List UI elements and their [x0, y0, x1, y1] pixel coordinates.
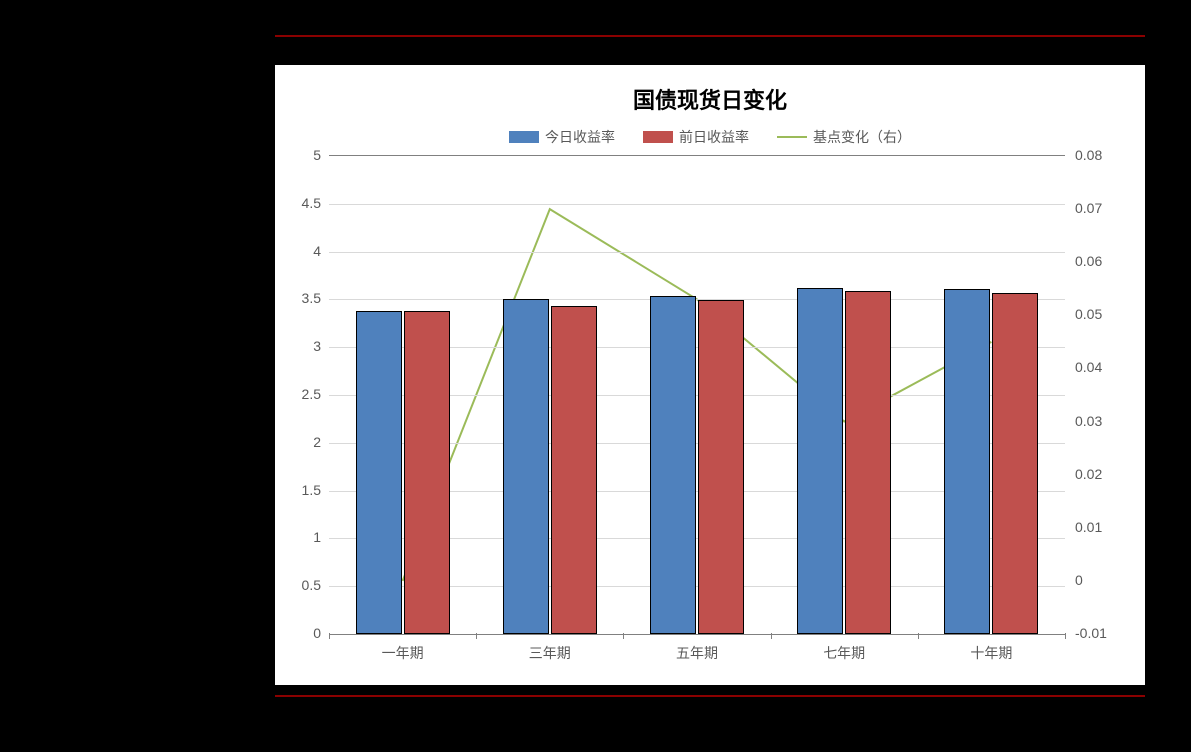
y-left-tick: 3: [289, 338, 321, 354]
bar-today: [356, 311, 402, 634]
bar-prev: [404, 311, 450, 634]
y-left-tick: 2: [289, 434, 321, 450]
x-tick: [771, 633, 772, 639]
x-category-label: 五年期: [676, 643, 718, 663]
x-tick: [623, 633, 624, 639]
y-right-tick: 0.08: [1075, 147, 1102, 163]
gridline: [329, 252, 1065, 253]
x-category-label: 三年期: [529, 643, 571, 663]
legend-item-prev: 前日收益率: [643, 127, 749, 147]
y-left-tick: 4.5: [289, 195, 321, 211]
bar-today: [944, 289, 990, 634]
legend-swatch-today: [509, 131, 539, 143]
bar-prev: [845, 291, 891, 634]
y-right-tick: 0.04: [1075, 359, 1102, 375]
bar-prev: [551, 306, 597, 634]
bar-today: [503, 299, 549, 634]
y-right-tick: 0: [1075, 572, 1083, 588]
legend-swatch-line: [777, 136, 807, 138]
y-right-tick: 0.07: [1075, 200, 1102, 216]
bar-prev: [698, 300, 744, 634]
legend-item-line: 基点变化（右）: [777, 127, 911, 147]
bar-today: [650, 296, 696, 634]
x-tick: [329, 633, 330, 639]
legend-item-today: 今日收益率: [509, 127, 615, 147]
y-right-tick: 0.05: [1075, 306, 1102, 322]
chart-panel: 国债现货日变化 今日收益率 前日收益率 基点变化（右） 0 0.5 1 1.5 2 2.5…: [275, 65, 1145, 685]
gridline: [329, 204, 1065, 205]
x-category-label: 七年期: [823, 643, 865, 663]
bar-prev: [992, 293, 1038, 634]
y-left-tick: 1.5: [289, 482, 321, 498]
chart-title: 国债现货日变化: [275, 83, 1145, 115]
y-left-tick: 2.5: [289, 386, 321, 402]
y-right-tick: 0.03: [1075, 413, 1102, 429]
y-right-tick: 0.06: [1075, 253, 1102, 269]
legend-label-line: 基点变化（右）: [813, 127, 911, 147]
legend: 今日收益率 前日收益率 基点变化（右）: [275, 127, 1145, 147]
chart-container: 国债现货日变化 今日收益率 前日收益率 基点变化（右） 0 0.5 1 1.5 2 2.5…: [275, 35, 1145, 715]
y-left-tick: 0: [289, 625, 321, 641]
x-tick: [476, 633, 477, 639]
y-left-tick: 5: [289, 147, 321, 163]
y-left-tick: 0.5: [289, 577, 321, 593]
x-category-label: 一年期: [382, 643, 424, 663]
x-tick: [1065, 633, 1066, 639]
bar-today: [797, 288, 843, 634]
legend-label-prev: 前日收益率: [679, 127, 749, 147]
bottom-rule: [275, 695, 1145, 697]
legend-label-today: 今日收益率: [545, 127, 615, 147]
x-tick: [918, 633, 919, 639]
y-left-tick: 3.5: [289, 290, 321, 306]
plot-area: [329, 155, 1065, 635]
x-category-label: 十年期: [970, 643, 1012, 663]
y-left-tick: 1: [289, 529, 321, 545]
legend-swatch-prev: [643, 131, 673, 143]
y-left-tick: 4: [289, 243, 321, 259]
y-right-tick: 0.02: [1075, 466, 1102, 482]
y-right-tick: -0.01: [1075, 625, 1107, 641]
top-rule: [275, 35, 1145, 37]
y-right-tick: 0.01: [1075, 519, 1102, 535]
